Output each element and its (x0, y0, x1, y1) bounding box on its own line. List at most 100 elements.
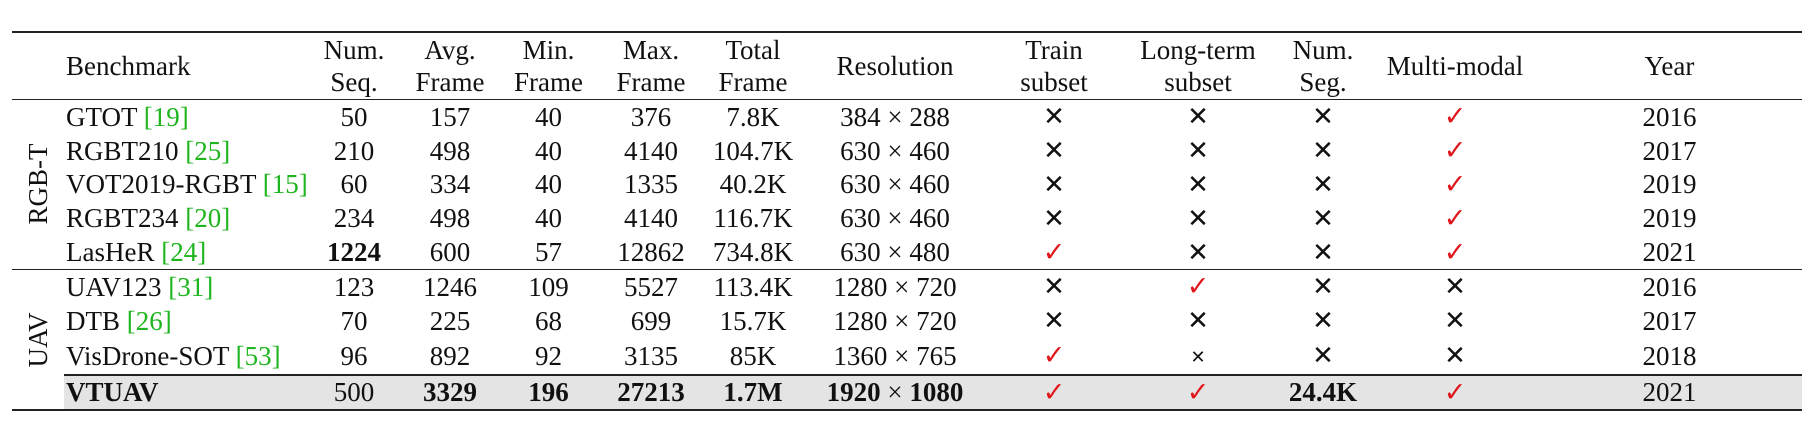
cell-avg-frame: 1246 (423, 271, 477, 302)
cell-long-term-subset: ✕ (1123, 304, 1273, 338)
table-row: VisDrone-SOT [53] 96 892 92 3135 85K 136… (12, 338, 1802, 375)
cell-min-frame: 57 (535, 237, 562, 268)
cell-min-frame: 196 (496, 374, 601, 411)
header-total-frame-line1: Total (725, 35, 781, 65)
reference-link[interactable]: [31] (168, 271, 214, 302)
cell-benchmark: GTOT [19] (64, 100, 304, 134)
resolution-height: 480 (909, 237, 950, 268)
cell-num-seq: 234 (333, 203, 375, 234)
header-benchmark: Benchmark (66, 51, 191, 81)
cell-benchmark: RGBT234 [20] (64, 201, 304, 235)
cross-icon: ✕ (1043, 272, 1065, 303)
cell-min-frame: 40 (535, 135, 562, 166)
vtuav-row: VTUAV 500 3329 196 27213 1.7M 1920 × 108… (12, 374, 1802, 411)
cell-min-frame: 40 (535, 101, 562, 132)
reference-link[interactable]: [15] (262, 169, 308, 200)
cell-num-seg: 24.4K (1273, 374, 1373, 411)
check-icon: ✓ (1443, 135, 1467, 167)
check-icon: ✓ (1443, 376, 1467, 408)
cell-year: 2021 (1537, 374, 1802, 411)
cell-avg-frame: 3329 (404, 374, 496, 411)
cross-icon: ✕ (1312, 203, 1334, 234)
cell-benchmark: VisDrone-SOT [53] (64, 338, 304, 375)
cell-multi-modal: ✕ (1373, 269, 1537, 303)
cross-icon: ✕ (1312, 237, 1334, 268)
cell-num-seq: 70 (340, 305, 368, 336)
cell-num-seq: 50 (340, 101, 368, 132)
reference-link[interactable]: [25] (185, 135, 231, 166)
cross-icon: ✕ (1190, 346, 1206, 368)
cross-icon: ✕ (1187, 169, 1209, 200)
cell-max-frame: 4140 (624, 203, 678, 234)
header-num-seg-line2: Seg. (1299, 67, 1347, 97)
header-num-seq: Num. Seq. (304, 32, 404, 100)
resolution-width: 630 (840, 203, 881, 234)
table-row: LasHeR [24] 1224 600 57 12862 734.8K 630… (12, 235, 1802, 269)
cross-icon: ✕ (1043, 102, 1065, 133)
cell-long-term-subset: ✕ (1123, 201, 1273, 235)
cell-num-seq: 1224 (327, 237, 381, 268)
header-total-frame-line2: Frame (718, 67, 788, 97)
header-year: Year (1644, 51, 1695, 81)
cell-max-frame: 4140 (624, 135, 678, 166)
cross-icon: ✕ (1043, 136, 1065, 167)
cross-icon: ✕ (1187, 306, 1209, 337)
cell-total-frame: 734.8K (712, 237, 794, 268)
cell-resolution: 1360 × 765 (833, 340, 957, 371)
reference-link[interactable]: [53] (235, 340, 281, 371)
check-icon: ✓ (1443, 236, 1467, 268)
resolution-height: 720 (916, 271, 957, 302)
rgbt-group: RGB-T GTOT [19] 50 157 40 376 7.8K 384 ×… (12, 100, 1802, 270)
header-multi-modal: Multi-modal (1386, 51, 1524, 81)
reference-link[interactable]: [20] (185, 203, 231, 234)
cell-benchmark-vtuav: VTUAV (64, 374, 304, 411)
group-label-rgbt: RGB-T (23, 143, 53, 225)
cell-max-frame: 376 (630, 101, 672, 132)
cell-total-frame: 113.4K (713, 271, 793, 302)
reference-link[interactable]: [24] (161, 237, 207, 268)
cross-icon: ✕ (1444, 306, 1466, 337)
header-num-seq-line1: Num. (323, 35, 385, 65)
cell-benchmark: VOT2019-RGBT [15] (64, 168, 308, 202)
cell-train-subset: ✓ (985, 338, 1123, 375)
group-label-cell: RGB-T (12, 100, 64, 270)
cell-train-subset: ✕ (985, 304, 1123, 338)
header-avg-frame-line2: Frame (415, 67, 485, 97)
cell-long-term-subset: ✕ (1123, 338, 1273, 375)
cell-num-seg: ✕ (1273, 235, 1373, 269)
cell-max-frame: 1335 (624, 169, 678, 200)
cell-min-frame: 40 (535, 169, 562, 200)
resolution-width: 1280 (833, 305, 888, 336)
check-icon: ✓ (1443, 168, 1467, 200)
cell-num-seg: ✕ (1273, 201, 1373, 235)
table-row: RGBT234 [20] 234 498 40 4140 116.7K 630 … (12, 201, 1802, 235)
cross-icon: ✕ (1043, 169, 1065, 200)
resolution-width: 1920 (826, 377, 881, 408)
benchmark-name: LasHeR (66, 237, 162, 268)
cell-total-frame: 104.7K (712, 135, 794, 166)
cell-year: 2019 (1642, 169, 1697, 200)
check-icon: ✓ (1186, 271, 1210, 303)
cross-icon: ✕ (1312, 102, 1334, 133)
resolution-height: 765 (916, 340, 957, 371)
cell-avg-frame: 892 (429, 340, 471, 371)
resolution-width: 384 (840, 101, 881, 132)
cell-multi-modal: ✓ (1373, 134, 1537, 168)
cell-num-seq: 96 (340, 340, 368, 371)
check-icon: ✓ (1042, 236, 1066, 268)
reference-link[interactable]: [26] (126, 305, 172, 336)
cell-train-subset: ✓ (985, 374, 1123, 411)
resolution-width: 1360 (833, 340, 888, 371)
cell-max-frame: 27213 (601, 374, 701, 411)
reference-link[interactable]: [19] (143, 101, 189, 132)
cross-icon: ✕ (1312, 341, 1334, 372)
uav-group: UAV UAV123 [31] 123 1246 109 5527 113.4K… (12, 269, 1802, 411)
resolution-width: 1280 (833, 271, 888, 302)
cell-multi-modal: ✓ (1373, 168, 1537, 202)
benchmark-name: UAV123 (66, 271, 169, 302)
cell-avg-frame: 157 (429, 101, 471, 132)
resolution-height: 460 (909, 203, 950, 234)
group-label-uav: UAV (23, 312, 53, 368)
header-group-spacer (12, 32, 64, 100)
cross-icon: ✕ (1444, 272, 1466, 303)
